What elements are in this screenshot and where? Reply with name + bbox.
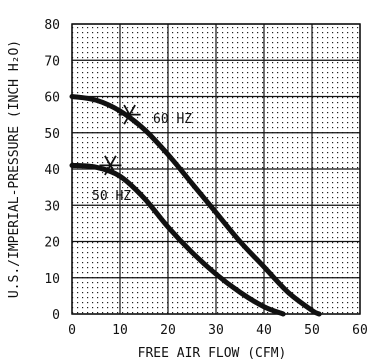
y-tick-label: 80 [44,18,60,33]
x-tick-label: 50 [304,323,320,338]
x-tick-label: 60 [352,323,368,338]
y-tick-label: 0 [52,308,60,323]
series-label-60hz: 60 HZ [153,112,192,127]
x-tick-label: 0 [68,323,76,338]
plot-frame [71,23,361,315]
y-tick-label: 40 [44,163,60,178]
series-line-60hz [69,94,322,317]
y-tick-labels: 0 10 20 30 40 50 60 70 80 [44,18,60,323]
x-tick-label: 40 [256,323,272,338]
y-tick-label: 60 [44,91,60,106]
y-tick-label: 20 [44,236,60,251]
y-tick-label: 50 [44,127,60,142]
x-tick-label: 10 [112,323,128,338]
star-marker-60hz [118,104,141,125]
x-tick-label: 30 [208,323,224,338]
series-markers [99,104,141,176]
star-marker-50hz [99,155,122,176]
y-axis-label: U.S./IMPERIAL-PRESSURE (INCH H₂O) [7,40,22,298]
y-tick-label: 10 [44,272,60,287]
y-tick-label: 70 [44,54,60,69]
series-label-50hz: 50 HZ [92,189,131,204]
x-tick-label: 20 [160,323,176,338]
x-axis-label: FREE AIR FLOW (CFM) [138,346,287,361]
x-tick-labels: 0 10 20 30 40 50 60 [68,323,368,338]
y-tick-label: 30 [44,199,60,214]
